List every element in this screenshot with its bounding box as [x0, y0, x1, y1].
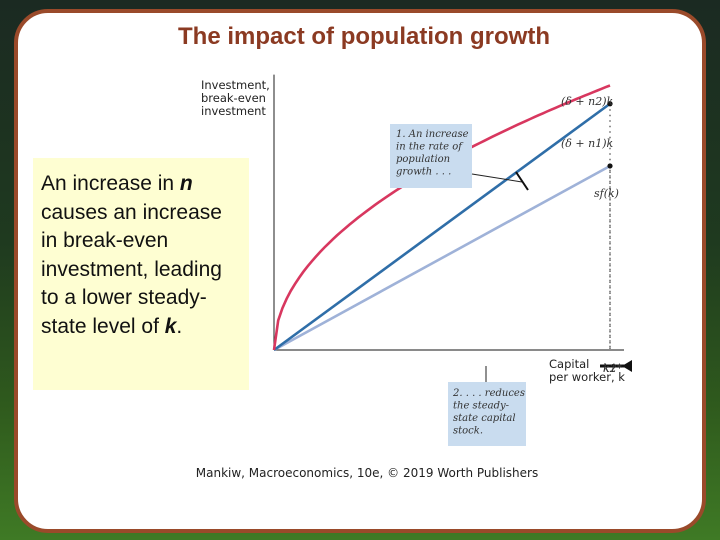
annotation-bottom-0: 2. . . . reduces: [452, 388, 525, 399]
tick-k1: k1*: [603, 362, 623, 375]
description-k: k: [164, 314, 177, 338]
slide-frame: The impact of population growth An incre…: [14, 9, 706, 533]
annotation-bottom-box: [448, 382, 526, 446]
y-axis-label-0: Investment,: [201, 78, 270, 92]
label-delta-n2: (δ + n2)k: [561, 95, 613, 108]
y-axis-label-2: investment: [201, 104, 266, 118]
annotation-bottom-3: stock.: [453, 426, 483, 437]
label-sfk: sf(k): [594, 187, 619, 200]
annotation-top-0: 1. An increase: [396, 129, 469, 140]
shift-arrow-head: [622, 360, 632, 372]
description-n: n: [179, 172, 193, 195]
annotation-bottom-1: the steady-: [453, 401, 510, 412]
description-text-2: causes an increase in break-even investm…: [41, 200, 222, 338]
x-axis-label-0: Capital: [549, 357, 589, 371]
line-delta-n2: [273, 102, 611, 352]
annotation-bottom-2: state capital: [453, 413, 516, 424]
annotation-top-pointer: [471, 173, 523, 183]
annotation-top-arrow: [515, 171, 529, 191]
description-text-1: An increase in: [41, 172, 180, 195]
steady-state-k1: [607, 163, 613, 169]
slide-title: The impact of population growth: [178, 23, 550, 50]
label-delta-n1: (δ + n1)k: [561, 137, 613, 150]
credit-text: Mankiw, Macroeconomics, 10e, © 2019 Wort…: [196, 466, 538, 480]
y-axis-label-1: break-even: [201, 91, 266, 105]
annotation-top-1: in the rate of: [396, 142, 464, 153]
description-box: An increase in n causes an increase in b…: [33, 158, 249, 390]
annotation-top-2: population: [396, 154, 450, 165]
steady-state-k2: [607, 101, 613, 107]
annotation-top-box: [390, 124, 472, 188]
x-axis-label-1: per worker, k: [549, 370, 625, 384]
tick-k2: k2*: [603, 362, 623, 375]
line-delta-n1: [273, 164, 611, 352]
description-end: .: [176, 314, 183, 338]
annotation-top-3: growth . . .: [396, 167, 451, 178]
